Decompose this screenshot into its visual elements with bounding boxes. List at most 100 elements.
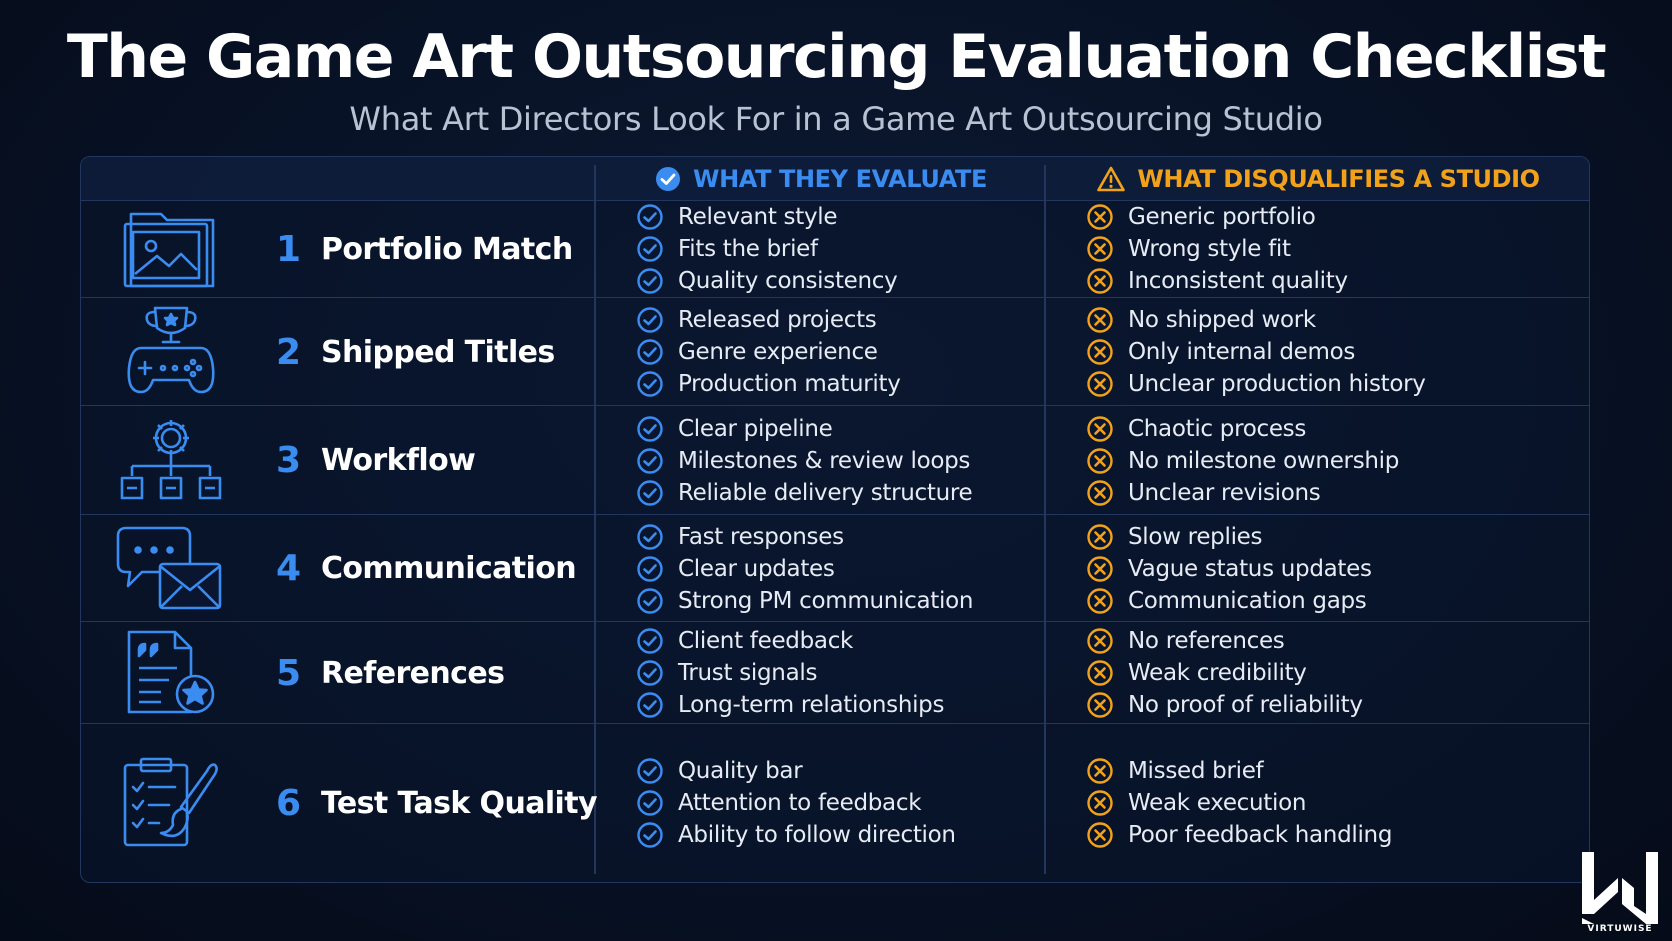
x-icon — [1087, 307, 1113, 333]
header-evaluate-label: WHAT THEY EVALUATE — [693, 164, 987, 193]
header-evaluate: WHAT THEY EVALUATE — [596, 157, 1046, 200]
chat-envelope-icon — [111, 515, 231, 622]
check-icon — [637, 587, 663, 614]
x-icon — [1087, 339, 1113, 365]
check-icon — [637, 447, 663, 474]
evaluate-item: Long-term relationships — [636, 689, 1036, 721]
evaluate-item-text: Released projects — [678, 307, 877, 333]
x-icon — [1087, 758, 1113, 784]
check-icon — [637, 415, 663, 442]
disqualify-item-text: No references — [1128, 628, 1285, 654]
disqualify-item: Unclear revisions — [1086, 477, 1576, 509]
disqualify-item-text: Inconsistent quality — [1128, 268, 1348, 294]
x-icon — [1087, 415, 1113, 442]
evaluate-item: Released projects — [636, 304, 1036, 336]
disqualify-item: No proof of reliability — [1086, 689, 1576, 721]
disqualify-list: No shipped work Only internal demos Uncl… — [1086, 298, 1576, 406]
row-title: Communication — [321, 551, 577, 586]
evaluate-item-text: Strong PM communication — [678, 587, 974, 614]
check-icon — [637, 692, 663, 718]
evaluate-item: Clear updates — [636, 553, 1036, 585]
evaluate-item: Quality bar — [636, 755, 1036, 787]
evaluate-item-text: Clear pipeline — [678, 415, 833, 442]
disqualify-item: No references — [1086, 625, 1576, 657]
evaluate-item-text: Client feedback — [678, 628, 854, 654]
disqualify-item-text: Unclear production history — [1128, 371, 1426, 397]
evaluate-item-text: Fits the brief — [678, 236, 818, 262]
disqualify-item-text: Slow replies — [1128, 523, 1263, 550]
row-title: Workflow — [321, 443, 476, 478]
check-icon — [637, 555, 663, 582]
check-icon — [637, 822, 663, 848]
disqualify-item: Weak execution — [1086, 787, 1576, 819]
disqualify-item: No milestone ownership — [1086, 445, 1576, 477]
evaluate-item: Genre experience — [636, 336, 1036, 368]
disqualify-item-text: Poor feedback handling — [1128, 822, 1393, 848]
evaluate-item: Attention to feedback — [636, 787, 1036, 819]
evaluate-item-text: Trust signals — [678, 660, 818, 686]
evaluate-item: Fast responses — [636, 521, 1036, 553]
x-icon — [1087, 236, 1113, 262]
table-row: 6 Test Task Quality Quality bar Attention… — [81, 724, 1589, 882]
evaluate-list: Released projects Genre experience Produ… — [636, 298, 1036, 406]
table-row: 1 Portfolio Match Relevant style Fits the… — [81, 200, 1589, 298]
disqualify-list: Chaotic process No milestone ownership U… — [1086, 406, 1576, 515]
x-icon — [1087, 587, 1113, 614]
x-icon — [1087, 660, 1113, 686]
disqualify-item: Poor feedback handling — [1086, 819, 1576, 851]
evaluate-item-text: Quality bar — [678, 758, 803, 784]
disqualify-item: Unclear production history — [1086, 368, 1576, 400]
disqualify-item-text: Weak execution — [1128, 790, 1307, 816]
disqualify-item-text: Chaotic process — [1128, 415, 1307, 442]
x-icon — [1087, 204, 1113, 230]
disqualify-item-text: Only internal demos — [1128, 339, 1356, 365]
check-icon — [637, 339, 663, 365]
disqualify-item-text: No proof of reliability — [1128, 692, 1363, 718]
evaluate-item-text: Milestones & review loops — [678, 447, 971, 474]
evaluate-list: Fast responses Clear updates Strong PM c… — [636, 515, 1036, 622]
logo-wordmark: VIRTUWISE — [1587, 924, 1653, 934]
evaluate-list: Relevant style Fits the brief Quality co… — [636, 200, 1036, 298]
check-icon — [637, 628, 663, 654]
x-icon — [1087, 447, 1113, 474]
evaluate-item: Client feedback — [636, 625, 1036, 657]
evaluate-item: Reliable delivery structure — [636, 477, 1036, 509]
evaluate-item-text: Genre experience — [678, 339, 878, 365]
x-icon — [1087, 628, 1113, 654]
warning-icon — [1097, 166, 1126, 191]
table-row: 4 Communication Fast responses Clear upda… — [81, 515, 1589, 622]
row-title: Portfolio Match — [321, 231, 573, 267]
disqualify-item-text: Wrong style fit — [1128, 236, 1291, 262]
page-title: The Game Art Outsourcing Evaluation Chec… — [66, 22, 1607, 92]
disqualify-item: Chaotic process — [1086, 413, 1576, 445]
disqualify-list: Generic portfolio Wrong style fit Incons… — [1086, 200, 1576, 298]
disqualify-item: Weak credibility — [1086, 657, 1576, 689]
check-icon — [637, 236, 663, 262]
x-icon — [1087, 268, 1113, 294]
check-icon — [637, 758, 663, 784]
column-divider — [1044, 165, 1046, 874]
disqualify-item: Generic portfolio — [1086, 201, 1576, 233]
evaluate-item: Production maturity — [636, 368, 1036, 400]
page-subtitle: What Art Directors Look For in a Game Ar… — [349, 100, 1323, 138]
table-row: 5 References Client feedback Trust signal… — [81, 622, 1589, 724]
x-icon — [1087, 479, 1113, 506]
evaluate-item-text: Attention to feedback — [678, 790, 922, 816]
disqualify-list: No references Weak credibility No proof … — [1086, 622, 1576, 724]
x-icon — [1087, 692, 1113, 718]
check-icon — [637, 204, 663, 230]
evaluate-list: Clear pipeline Milestones & review loops… — [636, 406, 1036, 515]
row-title: References — [321, 655, 505, 691]
disqualify-list: Slow replies Vague status updates Commun… — [1086, 515, 1576, 622]
evaluate-list: Client feedback Trust signals Long-term … — [636, 622, 1036, 724]
disqualify-item-text: Missed brief — [1128, 758, 1264, 784]
disqualify-item-text: Weak credibility — [1128, 660, 1307, 686]
checklist-table: WHAT THEY EVALUATE WHAT DISQUALIFIES A S… — [80, 156, 1590, 883]
check-circle-icon — [656, 166, 681, 191]
row-number: 3 — [276, 440, 302, 481]
evaluate-item-text: Fast responses — [678, 523, 844, 550]
row-number: 2 — [276, 331, 302, 373]
evaluate-item: Fits the brief — [636, 233, 1036, 265]
disqualify-item: Only internal demos — [1086, 336, 1576, 368]
check-icon — [637, 268, 663, 294]
